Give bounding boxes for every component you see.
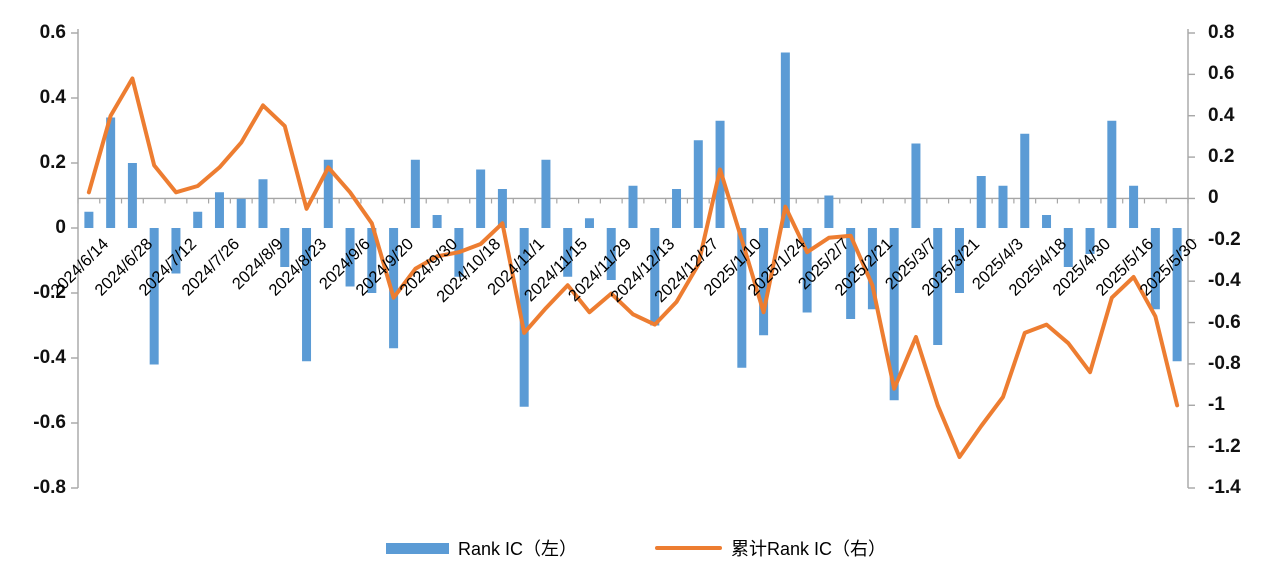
line-series-swatch (655, 546, 722, 550)
left-axis-label: 0.6 (39, 22, 66, 43)
rank-ic-bar (302, 228, 312, 362)
left-axis-label: -0.2 (33, 282, 66, 303)
rank-ic-bar (84, 211, 94, 228)
rank-ic-bar (519, 228, 529, 407)
rank-ic-bar (1129, 185, 1139, 228)
rank-ic-bar (933, 228, 943, 345)
legend-item-rank-ic: Rank IC（左） (385, 535, 577, 561)
rank-ic-bar (1150, 228, 1160, 310)
rank-ic-bar (628, 185, 638, 228)
rank-ic-bar (737, 228, 747, 368)
rank-ic-bar (606, 228, 616, 280)
rank-ic-bar (345, 228, 355, 287)
rank-ic-bar (584, 218, 594, 228)
rank-ic-bar (149, 228, 159, 365)
rank-ic-bar (889, 228, 899, 401)
rank-ic-bar (1172, 228, 1182, 362)
rank-ic-bar (976, 176, 986, 228)
rank-ic-bar (563, 228, 573, 277)
left-axis-label: 0.2 (39, 152, 66, 173)
right-axis-label: -1 (1208, 394, 1225, 416)
rank-ic-bar (780, 52, 790, 228)
right-axis-label: -1.4 (1208, 477, 1241, 498)
rank-ic-bar (650, 228, 660, 326)
rank-ic-bar (759, 228, 769, 336)
cumulative-line (86, 76, 1180, 459)
right-axis-label: -0.8 (1208, 352, 1241, 374)
rank-ic-bar (954, 228, 964, 293)
bar-series-swatch (385, 542, 449, 554)
rank-ic-bar (802, 228, 812, 313)
legend-label-rank-ic: Rank IC（左） (457, 539, 577, 559)
right-axis-label: 0.2 (1208, 146, 1235, 168)
rank-ic-bar (280, 228, 290, 267)
rank-ic-bar (824, 195, 834, 228)
rank-ic-bar (171, 228, 181, 274)
rank-ic-bar (323, 159, 333, 228)
left-axis-label: 0 (55, 217, 66, 238)
rank-ic-bar (1020, 133, 1030, 228)
right-axis-label: 0.8 (1208, 22, 1235, 43)
left-axis-label: 0.4 (39, 87, 66, 108)
rank-ic-bar (127, 163, 137, 228)
rank-ic-bar (410, 159, 420, 228)
rank-ic-bar (1063, 228, 1073, 267)
rank-ic-bar (106, 117, 116, 228)
legend-label-cumulative: 累计Rank IC（右） (731, 539, 887, 559)
rank-ic-bar (1085, 228, 1095, 254)
rank-ic-bar (1042, 215, 1052, 228)
right-axis-label: -0.6 (1208, 311, 1241, 333)
right-axis-label: 0.4 (1208, 104, 1235, 126)
left-axis-label: -0.4 (33, 347, 66, 368)
left-axis-label: -0.6 (33, 412, 66, 433)
rank-ic-bar (1107, 120, 1117, 228)
rank-ic-bar (541, 159, 551, 228)
rank-ic-bar (693, 140, 703, 228)
rank-ic-bar (236, 198, 246, 228)
rank-ic-bar (193, 211, 203, 228)
rank-ic-bar (998, 185, 1008, 228)
right-axis-label: -0.2 (1208, 228, 1241, 250)
rank-ic-bar (367, 228, 377, 293)
rank-ic-bar (258, 179, 268, 228)
right-axis-label: -1.2 (1208, 435, 1241, 457)
legend: Rank IC（左） 累计Rank IC（右） (0, 531, 1272, 565)
rank-ic-bar (214, 192, 224, 228)
rank-ic-bar (672, 189, 682, 228)
rank-ic-bar (476, 169, 486, 228)
right-axis-label: 0.6 (1208, 63, 1235, 85)
rank-ic-bar (867, 228, 877, 310)
rank-ic-bar (432, 215, 442, 228)
rank-ic-bar (911, 143, 921, 228)
right-axis-label: 0 (1208, 187, 1219, 209)
legend-item-cumulative: 累计Rank IC（右） (655, 535, 886, 561)
rank-ic-bar (497, 189, 507, 228)
left-axis-label: -0.8 (33, 477, 66, 498)
right-axis-label: -0.4 (1208, 270, 1241, 292)
rank-ic-bar (389, 228, 399, 349)
rank-ic-bar (846, 228, 856, 319)
